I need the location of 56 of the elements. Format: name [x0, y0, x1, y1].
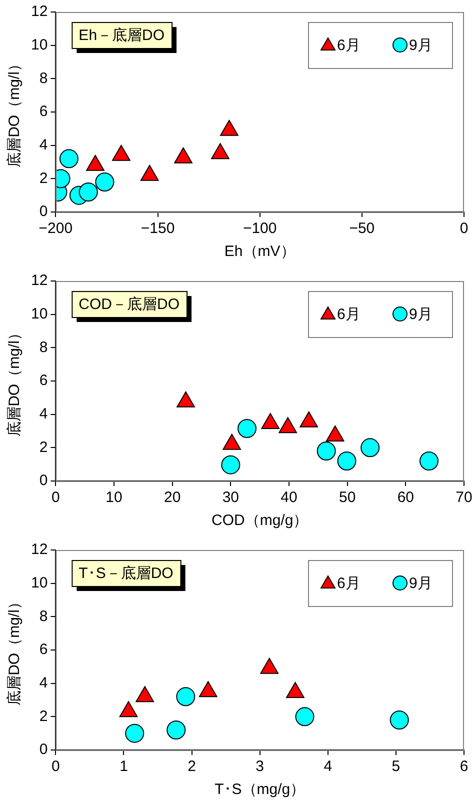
x-tick-label: 1	[120, 758, 128, 776]
x-tick-label: 6	[460, 758, 468, 776]
y-tick-label: 10	[30, 305, 48, 322]
y-tick-label: 6	[39, 372, 48, 390]
y-tick-label: 12	[30, 272, 48, 290]
y-tick-label: 2	[39, 170, 48, 187]
legend-label: 6月	[337, 306, 360, 324]
x-tick-label: 40	[280, 489, 298, 506]
x-tick-label: 30	[222, 489, 240, 506]
x-tick-label: 20	[164, 489, 181, 506]
text: T･S－底層DO	[78, 565, 174, 582]
x-tick-label: −200	[38, 220, 73, 238]
y-tick-label: 8	[39, 70, 48, 87]
x-axis-title: Eh（mV）	[224, 243, 296, 260]
text: COD－底層DO	[78, 296, 180, 314]
y-tick-label: 12	[30, 541, 48, 558]
x-tick-label: 2	[188, 758, 196, 776]
legend-label: 6月	[337, 575, 360, 592]
y-tick-label: 0	[39, 203, 48, 220]
x-tick-label: −50	[349, 220, 375, 238]
y-tick-label: 10	[30, 574, 48, 592]
y-axis-title: 底層DO（mg/l）	[6, 56, 24, 168]
x-tick-label: 0	[52, 758, 60, 776]
y-tick-label: 12	[30, 3, 48, 20]
y-tick-label: 6	[39, 103, 48, 120]
y-tick-label: 2	[39, 708, 48, 725]
x-tick-label: 5	[392, 758, 400, 776]
y-tick-label: 8	[39, 338, 48, 356]
x-tick-label: −100	[242, 220, 277, 238]
y-tick-label: 2	[39, 438, 48, 456]
legend-label: 9月	[409, 575, 432, 592]
y-axis-title: 底層DO（mg/l）	[6, 594, 24, 706]
y-tick-label: 4	[39, 405, 48, 422]
x-tick-label: 10	[106, 489, 122, 506]
x-axis-title: T･S（mg/g）	[214, 781, 306, 798]
x-tick-label: 60	[397, 489, 414, 506]
y-tick-label: 4	[39, 674, 48, 692]
text: Eh－底層DO	[78, 27, 165, 44]
y-tick-label: 8	[39, 608, 48, 625]
y-tick-label: 10	[30, 36, 48, 54]
x-tick-label: 4	[324, 758, 332, 776]
x-tick-label: 0	[52, 489, 60, 506]
y-axis-title: 底層DO（mg/l）	[6, 326, 24, 436]
y-tick-label: 0	[39, 741, 48, 758]
y-tick-label: 4	[39, 136, 48, 154]
y-tick-label: 0	[39, 472, 48, 490]
x-tick-label: 3	[256, 758, 264, 776]
x-tick-label: −150	[140, 220, 175, 238]
x-tick-label: 70	[456, 489, 472, 506]
y-tick-label: 6	[39, 641, 48, 658]
x-tick-label: 0	[460, 220, 468, 238]
legend-label: 9月	[409, 37, 432, 54]
legend-label: 6月	[337, 37, 360, 54]
x-axis-title: COD（mg/g）	[212, 512, 308, 530]
x-tick-label: 50	[338, 489, 356, 506]
legend-label: 9月	[409, 306, 432, 324]
